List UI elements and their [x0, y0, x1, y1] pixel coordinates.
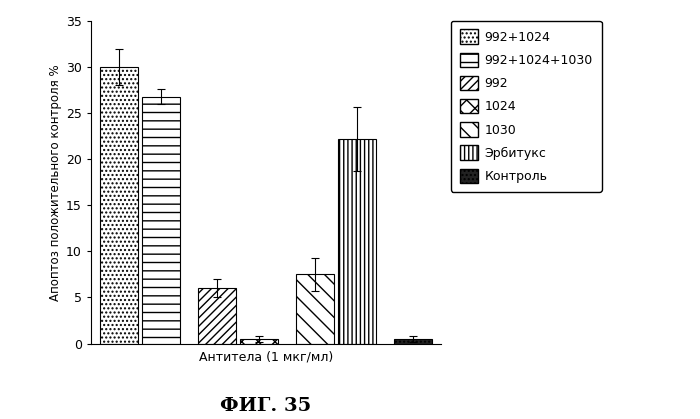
Bar [295, 274, 335, 344]
X-axis label: Антитела (1 мкг/мл): Антитела (1 мкг/мл) [199, 351, 333, 364]
Bar [99, 67, 139, 344]
Bar [141, 96, 181, 344]
Text: ФИГ. 35: ФИГ. 35 [220, 397, 312, 415]
Bar [394, 339, 433, 344]
Legend: 992+1024, 992+1024+1030, 992, 1024, 1030, Эрбитукс, Контроль: 992+1024, 992+1024+1030, 992, 1024, 1030… [451, 21, 601, 192]
Bar [197, 288, 237, 344]
Bar [337, 139, 377, 344]
Bar [239, 339, 279, 344]
Y-axis label: Апоптоз положительного контроля %: Апоптоз положительного контроля % [49, 64, 62, 300]
